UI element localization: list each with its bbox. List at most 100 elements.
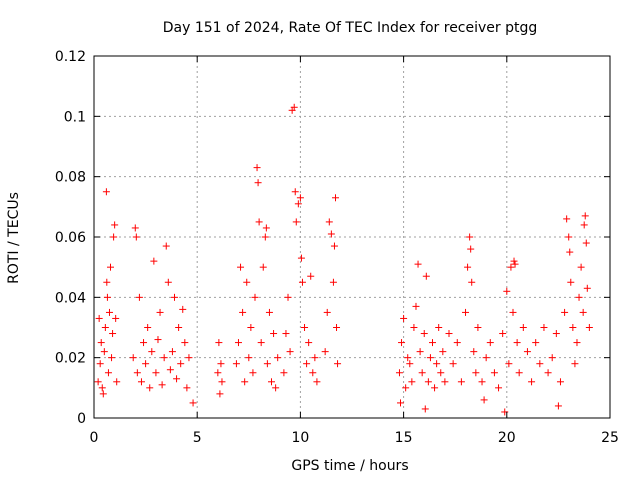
data-point (173, 375, 181, 383)
data-point (583, 284, 591, 292)
data-point (262, 224, 270, 232)
data-point (513, 339, 521, 347)
data-point (408, 378, 416, 386)
data-point (561, 308, 569, 316)
data-point (214, 369, 222, 377)
data-point (457, 378, 465, 386)
data-point (406, 360, 414, 368)
data-point (579, 308, 587, 316)
data-point (101, 324, 109, 331)
data-point (309, 369, 317, 377)
data-point (268, 378, 276, 386)
data-point (581, 212, 589, 220)
x-axis-label: GPS time / hours (291, 458, 408, 474)
data-point (552, 330, 560, 338)
data-point (571, 360, 579, 368)
data-point (237, 263, 245, 271)
data-point (144, 324, 152, 331)
data-point (270, 330, 278, 338)
data-point (215, 339, 223, 347)
data-point (156, 308, 164, 316)
data-point (556, 378, 564, 386)
data-point (472, 369, 480, 377)
data-point (412, 302, 420, 310)
data-point (453, 339, 461, 347)
data-point (170, 293, 178, 301)
y-tick-labels: 0 0.02 0.04 0.06 0.08 0.1 0.12 (55, 49, 86, 427)
data-point (327, 230, 335, 238)
data-point (280, 369, 288, 377)
data-point (468, 278, 476, 286)
data-point (217, 360, 225, 368)
x-tick-labels: 0 5 10 15 20 25 (90, 430, 619, 446)
data-point (515, 369, 523, 377)
data-point (284, 293, 292, 301)
data-point (540, 324, 548, 331)
x-tick-label: 20 (498, 430, 516, 446)
data-point (566, 248, 574, 256)
data-point (183, 384, 191, 392)
data-point (146, 384, 154, 392)
plot-area-frame (93, 55, 611, 419)
data-point (435, 324, 443, 331)
data-point (507, 263, 515, 271)
data-point (168, 348, 176, 356)
data-point (424, 378, 432, 386)
data-point (398, 339, 406, 347)
data-point (249, 369, 257, 377)
data-point (580, 221, 588, 229)
data-point (95, 314, 103, 322)
data-point (263, 360, 271, 368)
data-point (333, 324, 341, 331)
data-point (554, 402, 562, 410)
data-point (330, 242, 338, 250)
data-point (501, 408, 509, 416)
data-point (245, 354, 253, 362)
data-point (274, 354, 282, 362)
data-point (437, 369, 445, 377)
data-point (470, 348, 478, 356)
data-point (474, 324, 482, 331)
data-point (131, 224, 139, 232)
data-point (103, 293, 111, 301)
data-point (536, 360, 544, 368)
data-point (257, 339, 265, 347)
data-point (292, 218, 300, 226)
data-point (286, 348, 294, 356)
y-tick-label: 0 (77, 411, 86, 427)
x-tick-label: 0 (90, 430, 99, 446)
data-point (334, 360, 342, 368)
data-point (303, 360, 311, 368)
data-point (519, 324, 527, 331)
data-point (254, 179, 262, 187)
data-point (133, 369, 141, 377)
data-point (395, 369, 403, 377)
data-point (573, 339, 581, 347)
data-point (99, 390, 107, 398)
data-point (298, 278, 306, 286)
data-point (112, 314, 120, 322)
data-point (464, 263, 472, 271)
data-point (495, 384, 503, 392)
data-point (272, 384, 280, 392)
data-point (132, 233, 140, 241)
y-tick-label: 0.1 (64, 109, 86, 125)
data-point (323, 308, 331, 316)
data-point (162, 242, 170, 250)
data-point (94, 378, 102, 386)
x-tick-label: 25 (601, 430, 619, 446)
data-point (259, 263, 267, 271)
data-point (410, 324, 418, 331)
data-point (164, 278, 172, 286)
data-point (321, 348, 329, 356)
data-point (480, 396, 488, 404)
data-point (103, 278, 111, 286)
data-point (414, 260, 422, 268)
data-point (325, 218, 333, 226)
data-point (243, 278, 251, 286)
data-point (135, 293, 143, 301)
data-point (505, 360, 513, 368)
data-point (331, 194, 339, 202)
data-point (152, 369, 160, 377)
